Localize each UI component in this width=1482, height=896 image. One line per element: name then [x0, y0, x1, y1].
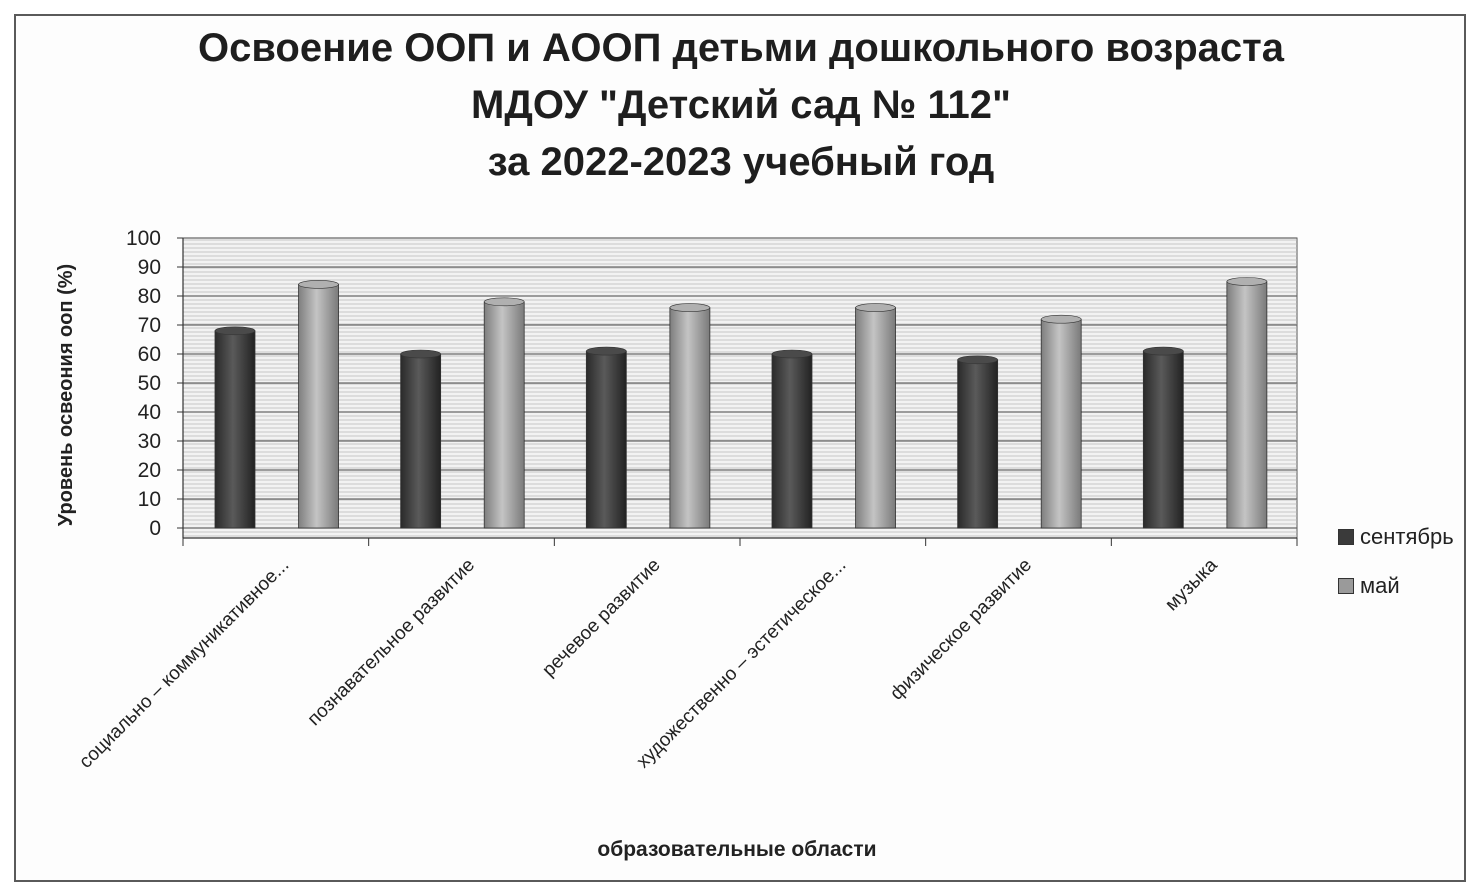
bar-top-may: [298, 280, 339, 289]
bar-top-september: [586, 346, 627, 356]
x-category-label: социально – коммуникативное...: [75, 555, 293, 773]
chart-title-line-1: Освоение ООП и АООП детьми дошкольного в…: [197, 26, 1284, 70]
bar-september: [957, 359, 999, 529]
legend-label-september: сентябрь: [1360, 524, 1454, 549]
bar-top-september: [957, 355, 998, 365]
bar-may: [1226, 281, 1268, 529]
bar-top-september: [771, 349, 813, 359]
y-axis-title: Уровень освеония ооп (%): [55, 264, 77, 526]
bar-top-may: [855, 303, 896, 312]
chart-title-line-3: за 2022-2023 учебный год: [487, 140, 995, 184]
x-category-label: познавательное развитие: [304, 555, 479, 730]
bar-top-may: [1040, 314, 1082, 324]
chart-title-line-2: МДОУ "Детский сад № 112": [471, 83, 1011, 127]
bar-may: [1040, 318, 1082, 529]
y-tick-label: 20: [138, 459, 161, 482]
bar-top-may: [483, 297, 525, 307]
x-category-label: музыка: [1161, 554, 1222, 615]
y-tick-label: 80: [138, 285, 161, 308]
legend-item-september: сентябрь: [1338, 524, 1454, 550]
y-tick-label: 100: [126, 227, 161, 250]
x-category-label: физическое развитие: [886, 555, 1036, 705]
bar-top-september: [1143, 346, 1184, 356]
chart-title: Освоение ООП и АООП детьми дошкольного в…: [0, 20, 1482, 191]
y-tick-label: 30: [138, 430, 161, 453]
x-category-label: речевое развитие: [538, 555, 664, 681]
y-tick-label: 90: [138, 256, 161, 279]
bar-may: [855, 307, 896, 529]
y-tick-label: 0: [149, 517, 161, 540]
bar-top-september: [400, 349, 441, 359]
bar-september: [771, 353, 813, 529]
y-tick-label: 60: [138, 343, 161, 366]
bar-top-september: [214, 326, 256, 336]
bar-may: [483, 301, 525, 529]
legend-item-may: май: [1338, 573, 1400, 599]
bar-top-may: [1226, 277, 1268, 286]
bar-september: [400, 353, 442, 529]
legend-swatch-september: [1338, 529, 1354, 545]
legend-swatch-may: [1338, 578, 1354, 594]
bar-september: [1142, 350, 1184, 529]
bar-may: [298, 283, 339, 529]
x-category-label: художественно – эстетическое...: [633, 555, 851, 773]
y-tick-label: 40: [138, 401, 161, 424]
bar-september: [585, 350, 627, 529]
bar-top-may: [669, 303, 711, 312]
legend-label-may: май: [1360, 573, 1400, 598]
x-axis-title: образовательные области: [597, 838, 876, 861]
y-tick-label: 50: [138, 372, 161, 395]
bar-september: [214, 330, 256, 529]
y-tick-label: 10: [138, 488, 161, 511]
y-tick-label: 70: [138, 314, 161, 337]
bar-may: [669, 307, 711, 529]
